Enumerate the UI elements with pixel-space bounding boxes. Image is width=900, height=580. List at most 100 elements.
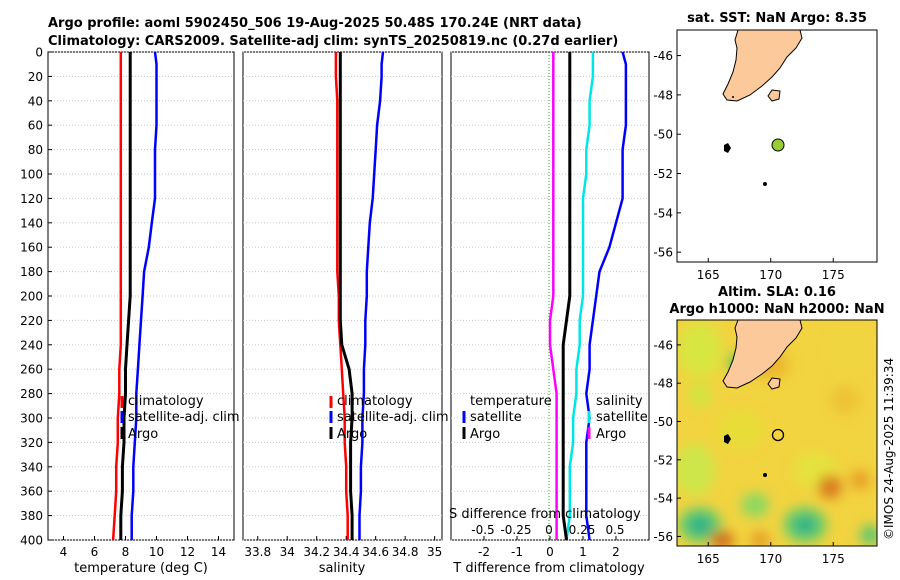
x-tick-label: -2 — [478, 545, 490, 559]
depth-tick-label: 20 — [28, 70, 43, 84]
depth-tick-label: 80 — [28, 143, 43, 157]
x-tick-label: 34.8 — [392, 545, 419, 559]
legend-sal-satellite: satellite — [596, 410, 648, 425]
map-x-tick-label: 170 — [759, 552, 782, 566]
difference-legend: temperature satellite Argo salinity sate… — [462, 394, 648, 442]
argo-line — [119, 52, 132, 540]
depth-tick-label: 280 — [20, 387, 43, 401]
south-island-land — [722, 29, 803, 102]
title-line-2: Climatology: CARS2009. Satellite-adj cli… — [48, 34, 618, 49]
auckland-islands — [724, 143, 731, 153]
depth-tick-label: 260 — [20, 363, 43, 377]
x-tick-label: 35 — [427, 545, 442, 559]
x-tick-label: 34.2 — [303, 545, 330, 559]
satellite-adj-clim-line — [358, 51, 385, 540]
argo-location-marker — [771, 138, 785, 152]
depth-tick-label: 340 — [20, 460, 43, 474]
sst-map-ticks: 165 170 175 -46 -48 -50 -52 -54 -56 — [653, 49, 844, 282]
depth-tick-label: 40 — [28, 94, 43, 108]
map-x-tick-label: 165 — [697, 552, 720, 566]
depth-tick-label: 400 — [20, 534, 43, 548]
legend-sal-argo: Argo — [596, 427, 626, 442]
x-tick-label: 10 — [149, 545, 164, 559]
depth-tick-label: 120 — [20, 192, 43, 206]
depth-tick-label: 160 — [20, 241, 43, 255]
legend-climatology: climatology — [128, 394, 204, 409]
imos-copyright: ©IMOS 24-Aug-2025 11:39:34 — [882, 358, 896, 540]
sla-map: Altim. SLA: 0.16 Argo h1000: NaN h2000: … — [653, 285, 884, 566]
s-tick-label: 0.5 — [605, 523, 624, 537]
stewart-island — [767, 377, 781, 390]
campbell-island — [763, 473, 767, 477]
x-tick-label: 12 — [180, 545, 195, 559]
climatology-line — [334, 52, 349, 540]
legend-temp-argo: Argo — [470, 427, 500, 442]
x-tick-label: 34 — [280, 545, 295, 559]
argo-location-marker — [771, 428, 785, 442]
depth-tick-label: 240 — [20, 338, 43, 352]
map-y-tick-label: -46 — [653, 49, 673, 63]
s-difference-ticks: -0.5 -0.25 0 0.25 0.5 — [471, 523, 624, 537]
map-x-tick-label: 165 — [697, 268, 720, 282]
map-y-tick-label: -56 — [653, 246, 673, 260]
map-y-tick-label: -50 — [653, 415, 673, 429]
salinity-lines — [334, 51, 385, 540]
x-tick-label: 0 — [546, 545, 554, 559]
legend-temp-satellite: satellite — [470, 410, 522, 425]
x-tick-label: 1 — [579, 545, 587, 559]
sst-map: sat. SST: NaN Argo: 8.35 165 170 175 -46 -48… — [653, 11, 878, 282]
auckland-islands — [724, 434, 731, 444]
x-tick-label: 4 — [60, 545, 68, 559]
depth-tick-label: 380 — [20, 509, 43, 523]
temperature-legend: climatology satellite-adj. clim Argo — [120, 394, 240, 442]
difference-xlabel: T difference from climatology — [452, 561, 645, 576]
temperature-lines — [111, 51, 158, 541]
depth-tick-label: 100 — [20, 168, 43, 182]
map-x-tick-label: 175 — [822, 268, 845, 282]
sla-map-title-1: Altim. SLA: 0.16 — [718, 285, 836, 300]
climatology-line — [111, 52, 123, 541]
temperature-x-ticks: 4 6 8 10 12 14 — [60, 536, 226, 559]
salinity-grid — [243, 51, 442, 541]
map-y-tick-label: -52 — [653, 453, 673, 467]
depth-tick-label: 180 — [20, 265, 43, 279]
map-y-tick-label: -56 — [653, 530, 673, 544]
s-tick-label: -0.5 — [471, 523, 494, 537]
depth-tick-label: 140 — [20, 216, 43, 230]
map-y-tick-label: -54 — [653, 492, 673, 506]
s-difference-label: S difference from climatology — [449, 507, 641, 522]
legend-argo: Argo — [128, 427, 158, 442]
s-satellite-line — [565, 52, 595, 541]
x-tick-label: -1 — [511, 545, 523, 559]
depth-tick-label: 320 — [20, 436, 43, 450]
temperature-panel: 0 20 40 60 80 100 120 140 160 180 200 220 240 260 280 3… — [20, 46, 240, 577]
legend-argo: Argo — [337, 427, 367, 442]
difference-x-ticks: -2 -1 0 1 2 — [478, 536, 620, 559]
map-x-tick-label: 175 — [822, 552, 845, 566]
depth-tick-label: 360 — [20, 485, 43, 499]
x-tick-label: 2 — [612, 545, 620, 559]
salinity-legend: climatology satellite-adj. clim Argo — [329, 394, 449, 442]
stewart-island — [767, 89, 781, 102]
sla-map-ticks: 165 170 175 -46 -48 -50 -52 -54 -56 — [653, 338, 844, 566]
campbell-island — [763, 182, 767, 186]
legend-salinity-title: salinity — [596, 394, 643, 409]
map-y-tick-label: -48 — [653, 377, 673, 391]
difference-panel: -2 -1 0 1 2 T difference from climatology S … — [449, 51, 650, 576]
map-y-tick-label: -46 — [653, 338, 673, 352]
t-satellite-line — [585, 51, 628, 541]
x-tick-label: 8 — [122, 545, 130, 559]
sla-map-title-2: Argo h1000: NaN h2000: NaN — [669, 302, 884, 317]
satellite-adj-clim-line — [130, 51, 158, 540]
salinity-x-ticks: 33.8 34 34.2 34.4 34.6 34.8 35 — [244, 536, 442, 559]
map-y-tick-label: -54 — [653, 206, 673, 220]
legend-satellite-adj: satellite-adj. clim — [337, 410, 449, 425]
sst-map-title: sat. SST: NaN Argo: 8.35 — [687, 11, 867, 26]
x-tick-label: 14 — [211, 545, 226, 559]
south-island-land — [722, 319, 803, 389]
x-tick-label: 34.4 — [333, 545, 360, 559]
argo-line — [338, 52, 354, 540]
difference-lines — [548, 51, 628, 541]
salinity-panel: 33.8 34 34.2 34.4 34.6 34.8 35 salinity climat… — [242, 51, 449, 576]
